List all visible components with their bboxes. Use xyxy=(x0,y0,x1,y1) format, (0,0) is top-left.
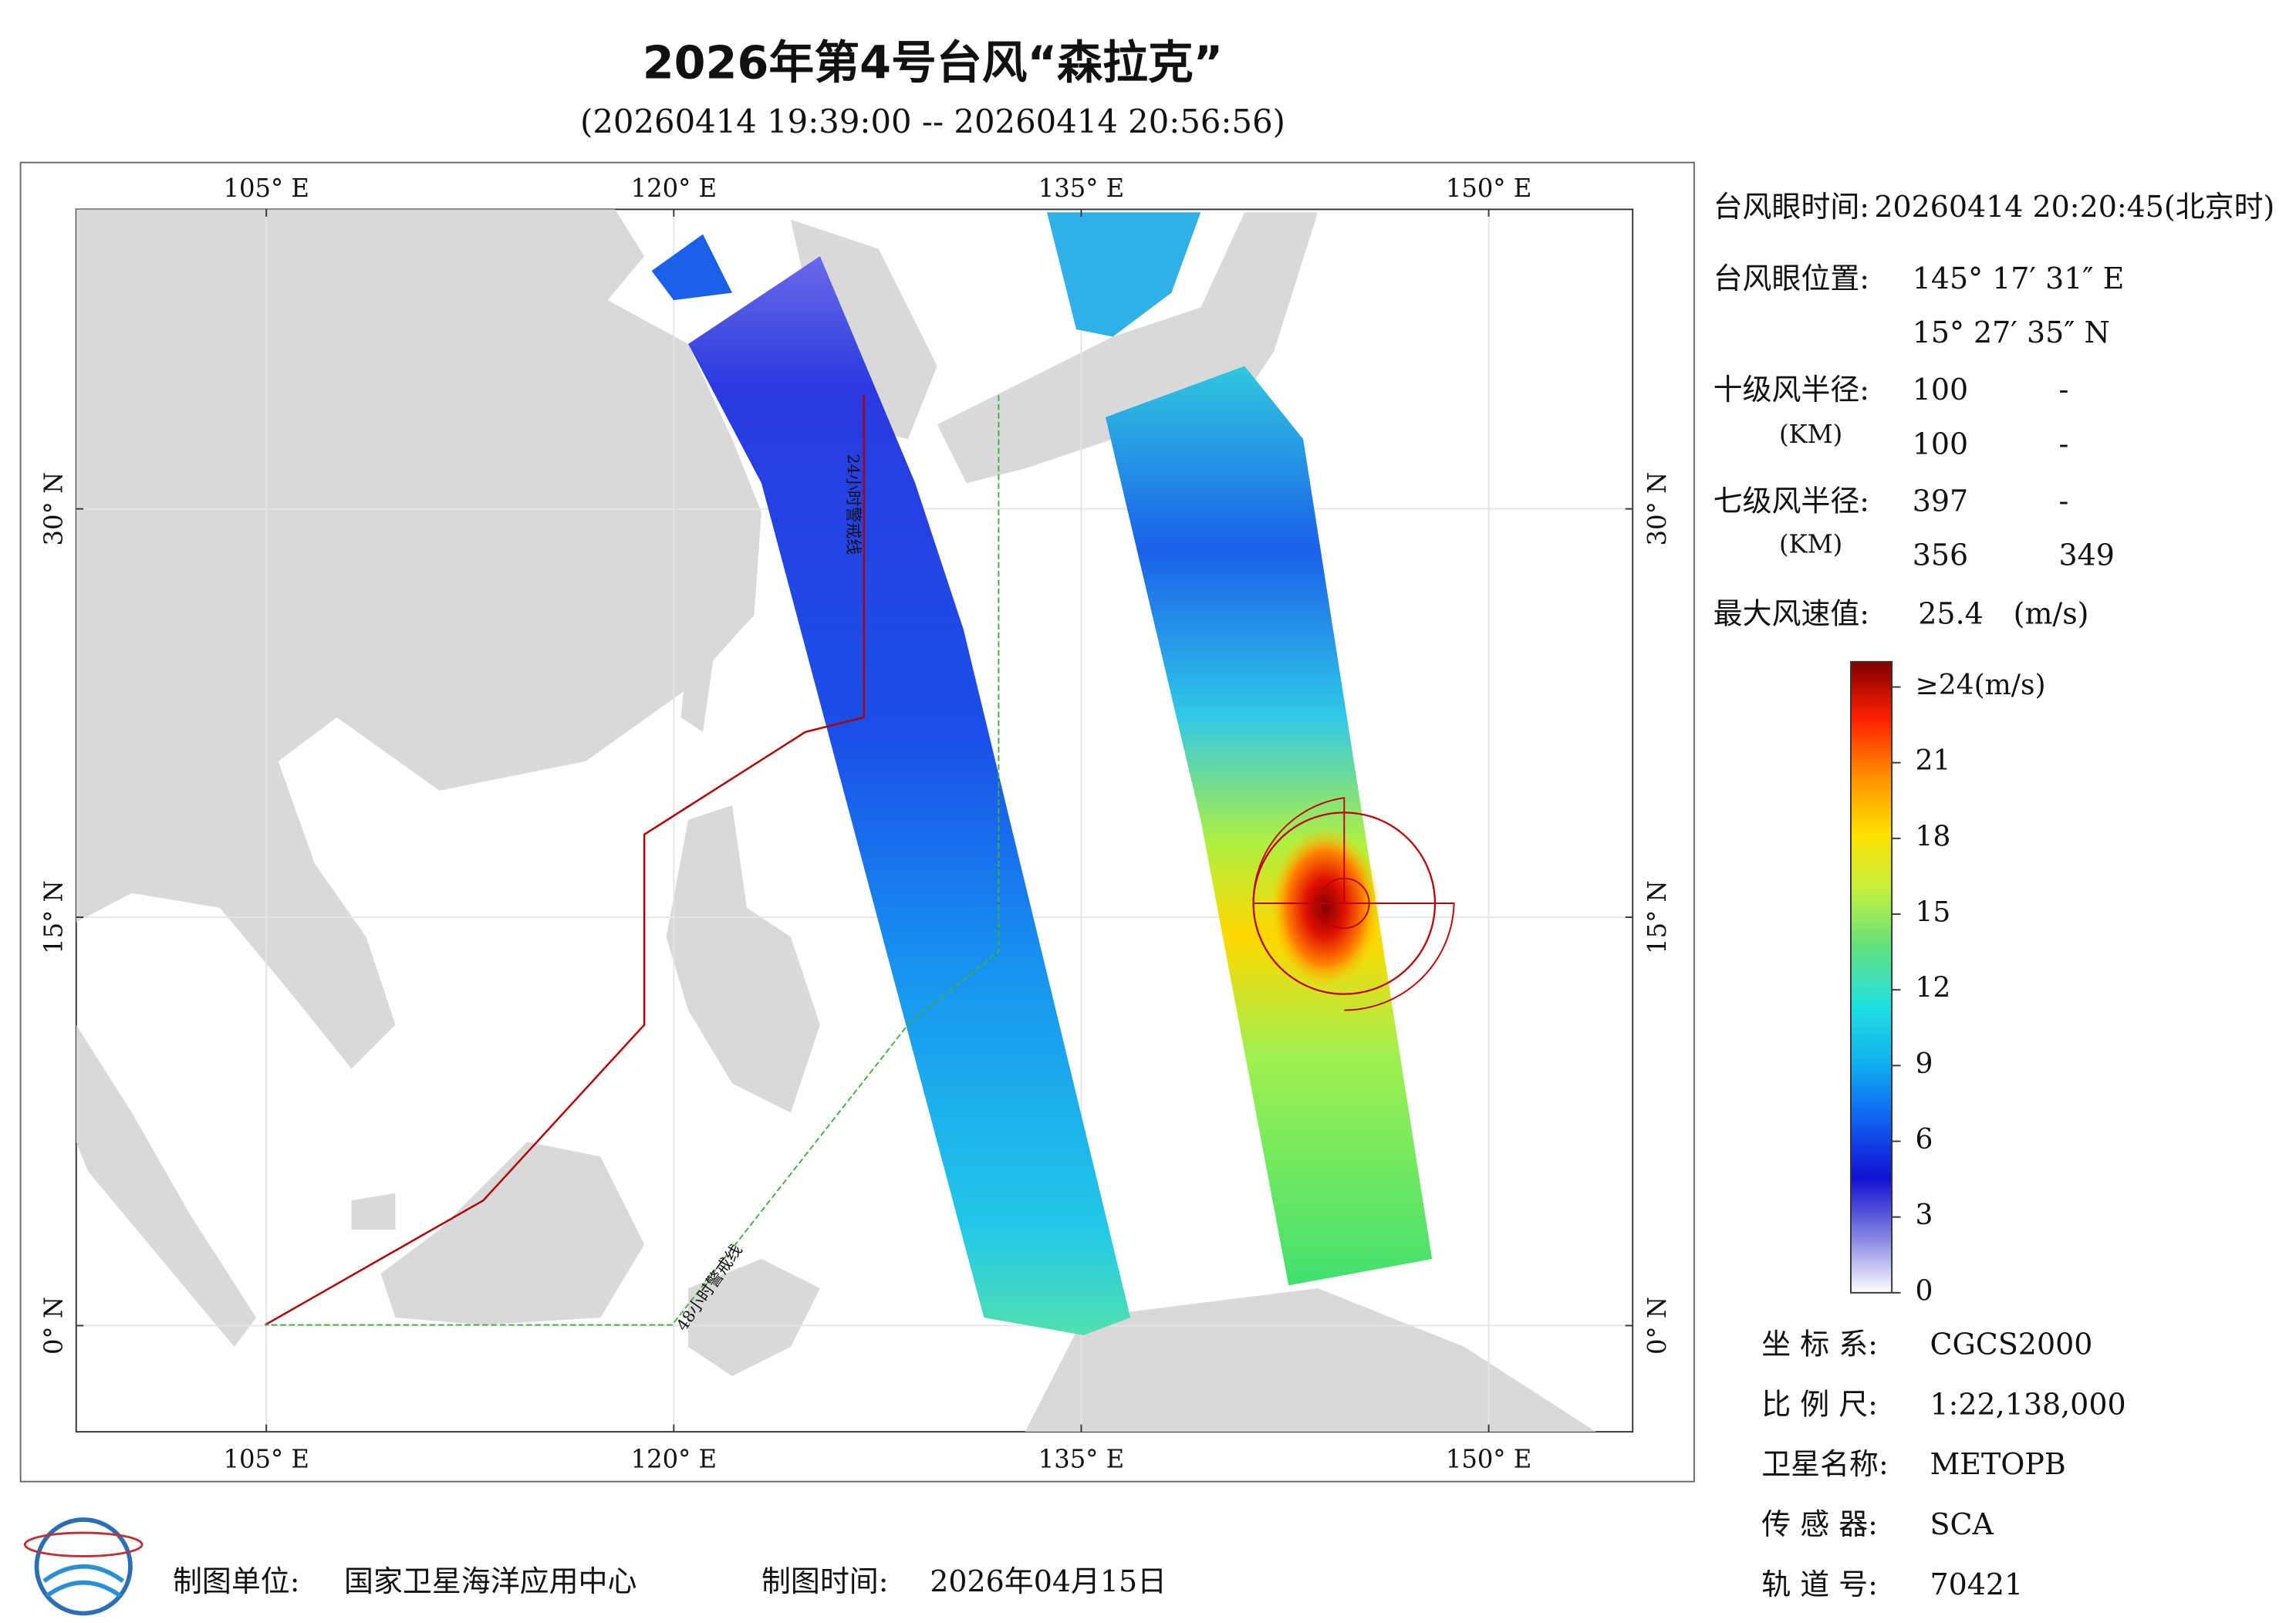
eye-lat: 15° 27′ 35″ N xyxy=(1913,315,2110,349)
r10-value: - xyxy=(2058,373,2068,407)
colorbar-label: 3 xyxy=(1915,1199,1933,1231)
new-guinea xyxy=(1025,1288,1596,1432)
x-tick-label: 150° E xyxy=(1446,174,1531,203)
colorbar xyxy=(1850,660,1893,1294)
x-tick-label: 120° E xyxy=(631,174,717,203)
meta-value: 1:22,138,000 xyxy=(1930,1387,2125,1421)
eye-time-label: 台风眼时间: xyxy=(1714,190,1869,224)
colorbar-label: 6 xyxy=(1915,1123,1933,1156)
wind-swath-east xyxy=(1105,366,1433,1286)
r7-value: 397 xyxy=(1913,484,1968,518)
x-tick-label: 135° E xyxy=(1038,1445,1124,1474)
r10-value: 100 xyxy=(1913,427,1968,461)
borneo xyxy=(380,1142,645,1325)
colorbar-label: 15 xyxy=(1915,896,1950,929)
footer-time: 2026年04月15日 xyxy=(930,1564,1167,1598)
r10-value: - xyxy=(2058,427,2068,461)
taiwan xyxy=(680,629,718,732)
meta-label: 比 例 尺: xyxy=(1761,1387,1878,1421)
warning-line-48h xyxy=(265,395,1000,1326)
y-tick-label: 0° N xyxy=(1643,1297,1672,1355)
typhoon-core xyxy=(1269,827,1381,989)
meta-label: 卫星名称: xyxy=(1761,1447,1889,1481)
meta-label: 坐 标 系: xyxy=(1761,1328,1878,1361)
y-tick-label: 30° N xyxy=(1643,472,1672,546)
colorbar-label: 12 xyxy=(1915,972,1950,1004)
x-tick-label: 150° E xyxy=(1446,1445,1531,1474)
r7-label: 七级风半径: xyxy=(1714,484,1869,518)
mainland xyxy=(76,209,761,1069)
colorbar-label: 18 xyxy=(1915,820,1950,852)
y-tick-label: 15° N xyxy=(39,880,69,954)
warning-line-24h xyxy=(264,395,866,1326)
r7-quadrant xyxy=(1344,903,1455,1011)
meta-value: SCA xyxy=(1930,1507,1994,1541)
sumatra xyxy=(76,1024,257,1348)
r10-unit: (KM) xyxy=(1779,420,1842,449)
r7-value: 356 xyxy=(1913,538,1968,572)
footer-unit: 国家卫星海洋应用中心 xyxy=(344,1564,636,1598)
title: 2026年第4号台风“森拉克” xyxy=(643,36,1224,89)
y-tick-label: 15° N xyxy=(1643,880,1672,954)
footer-time-label: 制图时间: xyxy=(761,1564,889,1598)
r7-value: 349 xyxy=(2058,538,2114,572)
x-tick-label: 120° E xyxy=(631,1445,717,1474)
footer-unit-label: 制图单位: xyxy=(173,1564,300,1598)
meta-value: 70421 xyxy=(1930,1567,2023,1601)
meta-value: CGCS2000 xyxy=(1930,1328,2092,1361)
colorbar-label: 0 xyxy=(1915,1274,1933,1307)
wind-swath-west-tip xyxy=(651,234,732,301)
max-wind-label: 最大风速值: xyxy=(1714,597,1869,631)
r10-value: 100 xyxy=(1913,373,1968,407)
y-tick-label: 0° N xyxy=(39,1297,69,1355)
wind-swath-north xyxy=(1047,212,1201,337)
max-wind-unit: (m/s) xyxy=(2014,597,2089,631)
r7-quadrant xyxy=(1252,797,1346,904)
r7-value: - xyxy=(2058,484,2068,518)
land xyxy=(76,209,1596,1432)
wind-swath-west xyxy=(688,256,1131,1335)
logo xyxy=(23,1517,144,1616)
r10-circle xyxy=(1319,877,1370,930)
islands xyxy=(351,1193,396,1230)
subtitle: (20260414 19:39:00 -- 20260414 20:56:56) xyxy=(580,103,1285,140)
r7-unit: (KM) xyxy=(1779,529,1842,558)
meta-value: METOPB xyxy=(1930,1447,2065,1481)
warning-line-label: 24小时警戒线 xyxy=(844,454,863,555)
colorbar-label: 9 xyxy=(1915,1048,1933,1080)
sulawesi xyxy=(688,1259,820,1377)
colorbar-label: ≥24(m/s) xyxy=(1915,669,2045,701)
meta-label: 轨 道 号: xyxy=(1761,1567,1878,1601)
x-tick-label: 105° E xyxy=(223,174,309,203)
outer-frame xyxy=(19,161,1695,1483)
eye-pos-label: 台风眼位置: xyxy=(1714,262,1869,295)
y-tick-label: 30° N xyxy=(39,472,69,546)
philippines xyxy=(666,805,820,1113)
eye-lon: 145° 17′ 31″ E xyxy=(1913,262,2125,295)
x-tick-label: 105° E xyxy=(223,1445,309,1474)
eye-time: 20260414 20:20:45(北京时) xyxy=(1874,190,2274,224)
max-wind: 25.4 xyxy=(1918,597,1983,631)
r10-label: 十级风半径: xyxy=(1714,373,1869,407)
colorbar-label: 21 xyxy=(1915,744,1950,777)
x-tick-label: 135° E xyxy=(1038,174,1124,203)
meta-label: 传 感 器: xyxy=(1761,1507,1878,1541)
